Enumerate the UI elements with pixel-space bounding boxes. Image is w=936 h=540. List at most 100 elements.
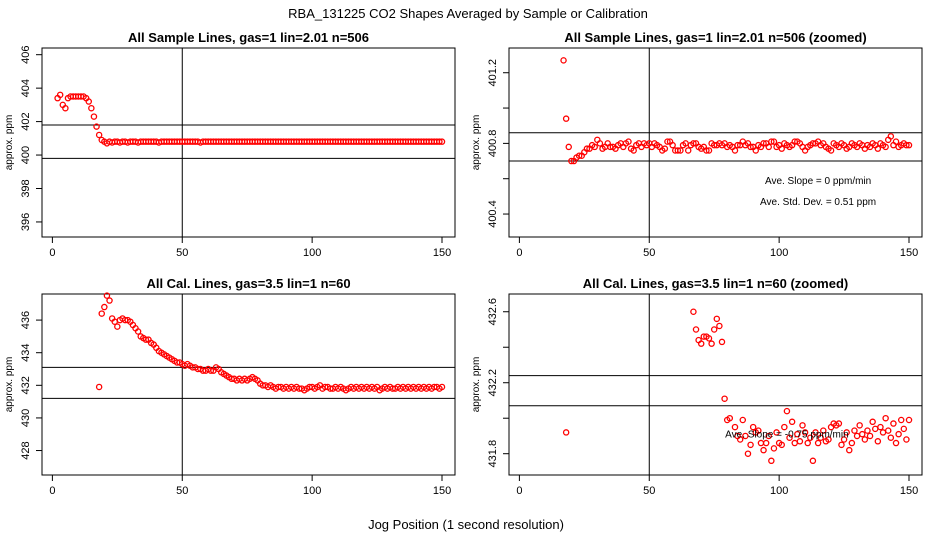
data-point <box>814 439 822 447</box>
data-point <box>770 445 778 452</box>
y-tick-label: 400 <box>20 146 32 164</box>
data-point <box>794 430 801 438</box>
y-axis-label: approx. ppm <box>4 115 15 171</box>
data-point <box>744 450 752 457</box>
y-axis-label: approx. ppm <box>4 357 15 413</box>
data-point <box>207 367 215 374</box>
data-point <box>90 113 98 120</box>
data-point <box>905 141 913 149</box>
data-point <box>877 423 884 431</box>
y-tick-label: 430 <box>20 409 32 427</box>
chart-panel-3: All Cal. Lines, gas=3.5 lin=1 n=60 approx… <box>4 276 456 497</box>
x-tick-label: 50 <box>176 247 188 259</box>
data-point <box>892 439 900 447</box>
data-point <box>851 427 858 434</box>
data-point <box>630 147 637 154</box>
y-tick-label: 400.8 <box>487 130 499 158</box>
data-point <box>103 292 111 299</box>
data-point <box>861 436 869 443</box>
data-series <box>562 308 913 465</box>
y-tick-label: 404 <box>20 79 32 97</box>
data-point <box>708 340 715 347</box>
data-point <box>95 383 103 391</box>
data-point <box>747 441 754 449</box>
data-point <box>716 322 723 330</box>
data-point <box>783 407 791 415</box>
y-axis-label: approx. ppm <box>471 357 482 413</box>
y-tick-label: 401.2 <box>487 59 499 87</box>
data-point <box>820 427 827 434</box>
data-point <box>760 446 767 454</box>
data-point <box>897 416 905 424</box>
data-point <box>596 140 604 147</box>
data-point <box>731 423 739 431</box>
data-point <box>807 434 814 441</box>
data-point <box>778 441 785 449</box>
data-point <box>892 138 900 145</box>
data-point <box>736 436 744 443</box>
data-point <box>903 141 910 149</box>
x-tick-label: 150 <box>900 485 918 497</box>
x-tick-label: 50 <box>643 485 655 497</box>
data-point <box>856 422 863 429</box>
data-point <box>697 340 705 347</box>
data-point <box>755 427 762 434</box>
data-point <box>770 138 778 145</box>
y-tick-label: 398 <box>20 179 32 197</box>
data-point <box>778 145 785 152</box>
data-point <box>843 429 850 436</box>
y-tick-label: 434 <box>20 344 32 362</box>
x-tick-label: 50 <box>643 247 655 259</box>
data-point <box>874 438 882 445</box>
data-point <box>575 152 583 159</box>
data-point <box>812 429 819 436</box>
y-tick-label: 428 <box>20 441 32 459</box>
data-point <box>765 143 772 151</box>
data-point <box>887 133 895 140</box>
data-point <box>825 436 832 443</box>
data-point <box>762 439 770 447</box>
x-tick-label: 100 <box>303 247 321 259</box>
x-tick-label: 150 <box>433 247 451 259</box>
data-point <box>869 418 876 426</box>
data-point <box>95 131 103 139</box>
data-point <box>864 427 871 434</box>
data-point <box>98 310 105 317</box>
y-tick-label: 406 <box>20 46 32 64</box>
data-point <box>106 297 113 304</box>
data-point <box>835 420 843 427</box>
y-tick-label: 432.2 <box>487 369 499 397</box>
data-point <box>768 138 775 145</box>
data-series <box>95 292 446 394</box>
data-point <box>773 429 780 436</box>
data-point <box>674 147 682 154</box>
data-point <box>890 420 897 427</box>
data-point <box>684 147 692 154</box>
data-point <box>895 430 902 438</box>
data-point <box>690 140 697 147</box>
annotation-text: Ave. Std. Dev. = 0.51 ppm <box>760 197 876 208</box>
data-point <box>734 141 741 149</box>
data-point <box>817 434 824 441</box>
data-point <box>726 414 734 422</box>
data-point <box>801 429 809 436</box>
data-point <box>705 147 713 154</box>
data-point <box>718 338 726 346</box>
data-point <box>438 138 446 145</box>
data-point <box>838 441 845 449</box>
data-point <box>840 436 848 443</box>
data-point <box>749 423 757 431</box>
plot-frame <box>41 47 456 238</box>
data-point <box>142 336 150 343</box>
data-point <box>786 434 793 441</box>
data-point <box>436 138 443 145</box>
data-point <box>760 140 767 147</box>
data-point <box>562 115 570 122</box>
main-title: RBA_131225 CO2 Shapes Averaged by Sample… <box>288 6 648 21</box>
chart-title: All Cal. Lines, gas=3.5 lin=1 n=60 (zoom… <box>583 276 849 291</box>
plot-frame <box>508 293 923 476</box>
data-point <box>85 98 93 105</box>
data-point <box>882 143 889 151</box>
data-point <box>905 416 913 424</box>
chart-panel-1: All Sample Lines, gas=1 lin=2.01 n=506 ap… <box>4 30 456 259</box>
